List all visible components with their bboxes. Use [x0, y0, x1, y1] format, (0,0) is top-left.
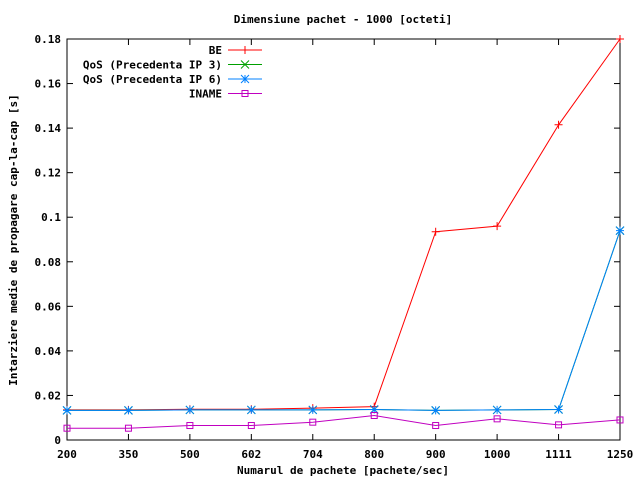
- y-axis-ticks: 0 0.02 0.04 0.06 0.08 0.1 0.12 0.14 0.16 0.18: [35, 33, 620, 447]
- y-axis-label: Intarziere medie de propagare cap-la-cap…: [7, 94, 20, 385]
- legend-marker-qos-precedenta-ip-3: [240, 60, 250, 69]
- data-point-iname: [186, 422, 194, 430]
- x-tick-label: 800: [364, 448, 384, 461]
- data-point-iname: [309, 418, 317, 426]
- x-tick-label: 602: [241, 448, 261, 461]
- y-tick-label: 0.14: [35, 122, 62, 135]
- series-iname: [63, 411, 624, 432]
- y-tick-label: 0.18: [35, 33, 62, 46]
- legend-label-be: BE: [209, 44, 222, 57]
- series-be: [63, 35, 624, 414]
- x-axis-label: Numarul de pachete [pachete/sec]: [237, 464, 449, 477]
- series-line-iname: [67, 414, 621, 429]
- series-qos-precedenta-ip-6: [62, 226, 625, 415]
- data-point-iname: [493, 415, 501, 423]
- series-line-qos-precedenta-ip-3: [67, 230, 621, 411]
- legend-marker-qos-precedenta-ip-6: [240, 74, 250, 84]
- data-point-iname: [432, 422, 440, 430]
- data-point-qos-precedenta-ip-6: [246, 405, 256, 415]
- x-tick-label: 350: [119, 448, 139, 461]
- data-point-qos-precedenta-ip-6: [185, 405, 195, 415]
- x-tick-label: 1000: [484, 448, 511, 461]
- data-point-qos-precedenta-ip-6: [308, 405, 318, 415]
- data-point-iname: [616, 416, 624, 424]
- series-qos-precedenta-ip-3: [62, 226, 625, 415]
- legend-label-iname: INAME: [189, 88, 222, 101]
- data-point-be: [431, 227, 440, 236]
- series-line-qos-precedenta-ip-6: [67, 230, 621, 411]
- data-point-iname: [247, 422, 255, 430]
- plot-frame: [66, 38, 621, 441]
- y-tick-label: 0.1: [41, 211, 61, 224]
- x-tick-label: 900: [426, 448, 446, 461]
- y-tick-label: 0.16: [35, 78, 62, 91]
- data-point-be: [493, 222, 502, 231]
- x-tick-label: 1250: [607, 448, 634, 461]
- plot-border: [66, 38, 621, 441]
- legend: BE QoS (Precedenta IP 3)QoS (Precedenta I…: [83, 44, 262, 101]
- y-tick-label: 0.06: [35, 300, 62, 313]
- data-point-qos-precedenta-ip-6: [369, 405, 379, 414]
- data-point-iname: [370, 411, 378, 419]
- data-point-qos-precedenta-ip-6: [615, 226, 625, 235]
- y-tick-label: 0.04: [35, 345, 62, 358]
- x-tick-label: 500: [180, 448, 200, 461]
- data-point-iname: [63, 424, 71, 432]
- y-tick-label: 0.08: [35, 256, 62, 269]
- y-tick-label: 0: [54, 434, 61, 447]
- legend-marker-iname: [241, 90, 249, 97]
- series-line-be: [67, 38, 621, 411]
- data-point-iname: [555, 421, 563, 429]
- legend-label-qos-precedenta-ip-3: QoS (Precedenta IP 3): [83, 59, 222, 72]
- x-tick-label: 200: [57, 448, 77, 461]
- data-point-qos-precedenta-ip-6: [492, 405, 502, 415]
- legend-label-qos-precedenta-ip-6: QoS (Precedenta IP 6): [83, 73, 222, 86]
- data-point-qos-precedenta-ip-6: [124, 406, 133, 415]
- series-layer: [62, 35, 625, 432]
- data-point-qos-precedenta-ip-6: [431, 406, 441, 415]
- x-axis-ticks: 200 350 500 602 704 800 900 1000 1111 1250: [57, 39, 633, 461]
- legend-marker-be: [241, 46, 249, 54]
- y-tick-label: 0.02: [35, 389, 62, 402]
- chart-title: Dimensiune pachet - 1000 [octeti]: [234, 13, 453, 26]
- x-tick-label: 1111: [545, 448, 572, 461]
- data-point-qos-precedenta-ip-6: [554, 405, 563, 414]
- data-point-be: [616, 35, 624, 43]
- data-point-be: [554, 120, 563, 129]
- y-tick-label: 0.12: [35, 167, 62, 180]
- data-point-iname: [124, 424, 132, 432]
- data-point-qos-precedenta-ip-6: [62, 406, 72, 415]
- x-tick-label: 704: [303, 448, 323, 461]
